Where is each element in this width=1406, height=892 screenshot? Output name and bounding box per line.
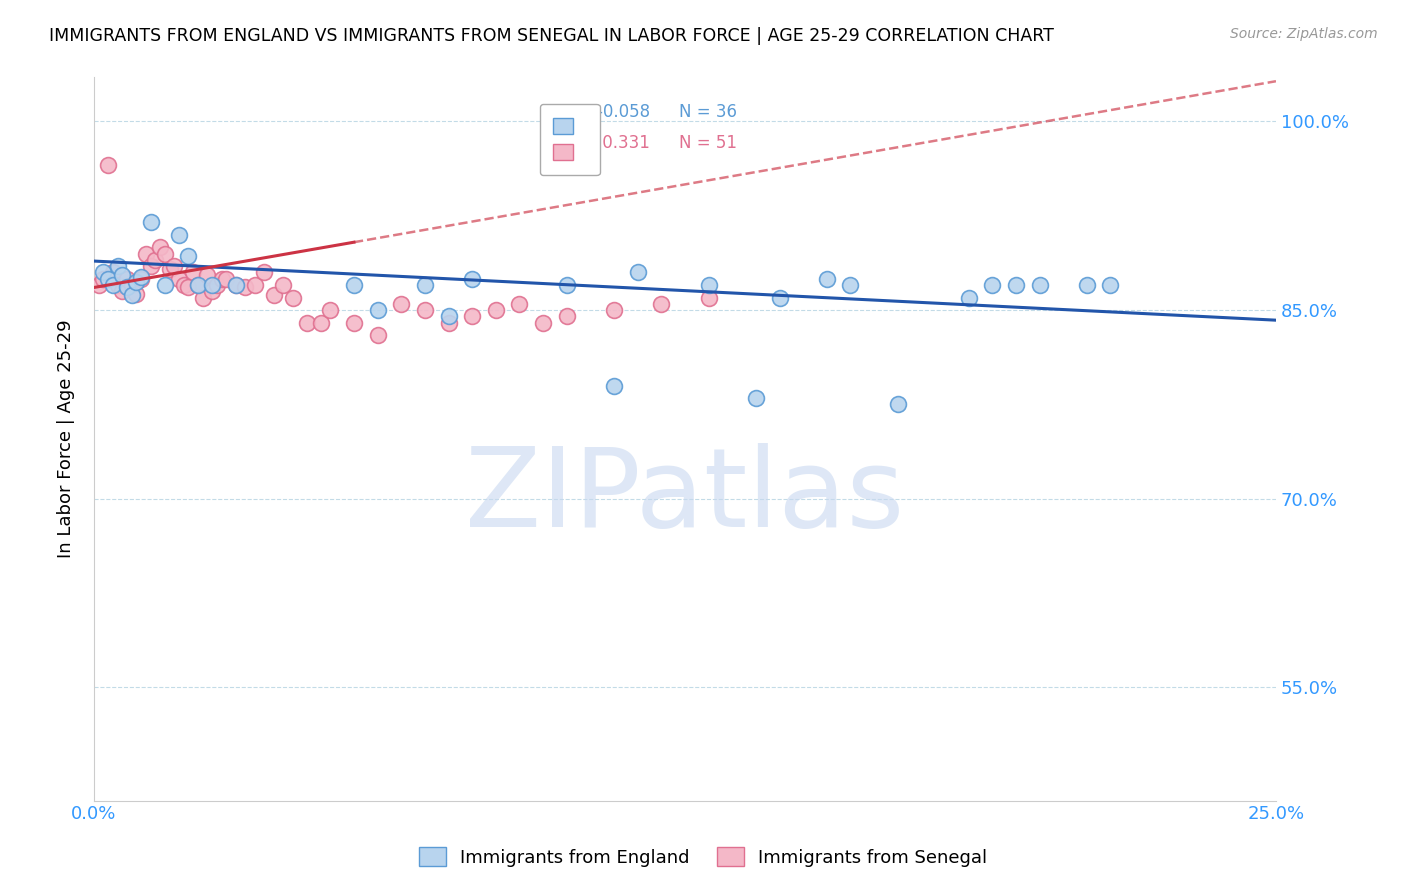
Point xyxy=(97,159,120,173)
Point xyxy=(343,316,366,330)
Point xyxy=(177,249,200,263)
Point xyxy=(263,288,285,302)
Point xyxy=(343,277,366,292)
Point xyxy=(101,265,124,279)
Point xyxy=(309,316,332,330)
Point xyxy=(139,259,162,273)
Point xyxy=(115,280,138,294)
Point xyxy=(745,391,768,405)
Point xyxy=(1028,277,1050,292)
Point xyxy=(167,271,190,285)
Point xyxy=(167,227,190,242)
Point xyxy=(111,285,134,299)
Point xyxy=(107,277,129,292)
Point xyxy=(697,277,720,292)
Point xyxy=(413,277,436,292)
Legend: , : , xyxy=(540,103,599,175)
Point xyxy=(413,303,436,318)
Point xyxy=(1005,277,1028,292)
Point xyxy=(295,316,318,330)
Point xyxy=(461,271,484,285)
Point xyxy=(768,291,790,305)
Point xyxy=(115,271,138,285)
Point xyxy=(93,271,115,285)
Point xyxy=(139,215,162,229)
Point xyxy=(135,246,157,260)
Point xyxy=(111,268,134,282)
Point xyxy=(145,252,167,267)
Point xyxy=(125,276,148,290)
Point xyxy=(233,280,256,294)
Point xyxy=(485,303,508,318)
Point xyxy=(225,277,247,292)
Text: R =  0.331: R = 0.331 xyxy=(561,134,650,152)
Point xyxy=(603,378,626,392)
Point xyxy=(205,277,228,292)
Point xyxy=(957,291,980,305)
Point xyxy=(191,291,214,305)
Point xyxy=(437,316,460,330)
Point xyxy=(243,277,266,292)
Point xyxy=(129,270,152,285)
Point xyxy=(627,265,650,279)
Point xyxy=(129,271,152,285)
Point xyxy=(508,297,530,311)
Point xyxy=(367,303,389,318)
Point xyxy=(271,277,294,292)
Text: IMMIGRANTS FROM ENGLAND VS IMMIGRANTS FROM SENEGAL IN LABOR FORCE | AGE 25-29 CO: IMMIGRANTS FROM ENGLAND VS IMMIGRANTS FR… xyxy=(49,27,1054,45)
Point xyxy=(697,291,720,305)
Text: R = -0.058: R = -0.058 xyxy=(561,103,650,121)
Point xyxy=(225,277,247,292)
Point xyxy=(149,240,172,254)
Point xyxy=(181,265,204,279)
Point xyxy=(153,277,176,292)
Text: ZIPatlas: ZIPatlas xyxy=(465,443,904,550)
Y-axis label: In Labor Force | Age 25-29: In Labor Force | Age 25-29 xyxy=(58,319,75,558)
Text: N = 36: N = 36 xyxy=(679,103,737,121)
Point xyxy=(121,288,143,302)
Point xyxy=(201,285,224,299)
Point xyxy=(93,265,115,279)
Point xyxy=(461,310,484,324)
Point xyxy=(367,328,389,343)
Point xyxy=(177,280,200,294)
Point xyxy=(650,297,672,311)
Point xyxy=(555,310,578,324)
Point xyxy=(187,277,209,292)
Point xyxy=(87,277,110,292)
Point xyxy=(125,286,148,301)
Point xyxy=(97,271,120,285)
Point xyxy=(437,310,460,324)
Point xyxy=(215,271,238,285)
Point xyxy=(253,265,276,279)
Point xyxy=(121,277,143,292)
Point xyxy=(201,277,224,292)
Point xyxy=(815,271,838,285)
Point xyxy=(319,303,342,318)
Point xyxy=(211,271,233,285)
Point xyxy=(981,277,1004,292)
Point xyxy=(839,277,862,292)
Point xyxy=(153,246,176,260)
Point xyxy=(163,259,186,273)
Point xyxy=(531,316,554,330)
Point xyxy=(603,303,626,318)
Text: Source: ZipAtlas.com: Source: ZipAtlas.com xyxy=(1230,27,1378,41)
Point xyxy=(197,268,219,282)
Point xyxy=(281,291,304,305)
Point xyxy=(886,397,908,411)
Text: N = 51: N = 51 xyxy=(679,134,737,152)
Point xyxy=(555,277,578,292)
Point xyxy=(187,277,209,292)
Point xyxy=(159,261,181,276)
Point xyxy=(1099,277,1122,292)
Point xyxy=(389,297,412,311)
Point xyxy=(1076,277,1098,292)
Legend: Immigrants from England, Immigrants from Senegal: Immigrants from England, Immigrants from… xyxy=(412,840,994,874)
Point xyxy=(107,259,129,273)
Point xyxy=(101,277,124,292)
Point xyxy=(173,277,195,292)
